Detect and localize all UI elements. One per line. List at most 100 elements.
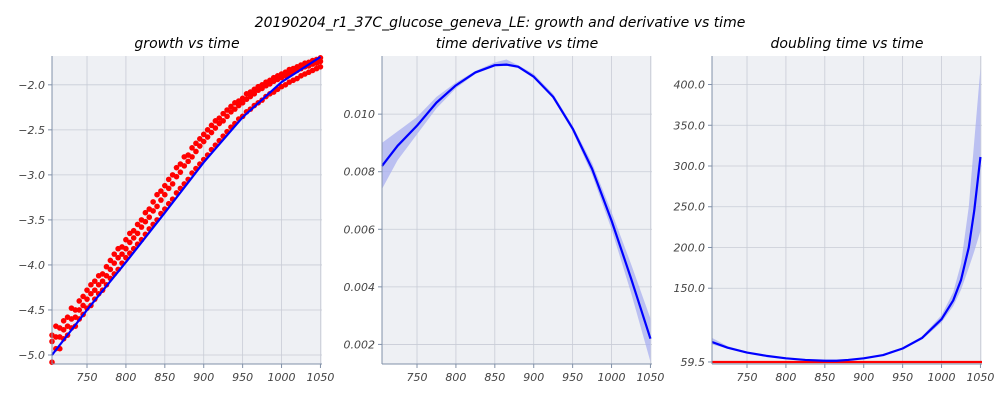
x-tick-label: 750 bbox=[737, 371, 758, 384]
data-point bbox=[146, 214, 153, 221]
plot-area bbox=[52, 56, 322, 364]
series-line bbox=[381, 63, 652, 340]
y-tick-label: −4.5 bbox=[18, 304, 45, 317]
data-point bbox=[185, 158, 191, 165]
x-tick-label: 800 bbox=[445, 371, 466, 384]
data-point bbox=[88, 281, 94, 288]
data-point bbox=[103, 272, 110, 279]
y-tick-label: 200.0 bbox=[674, 241, 706, 254]
data-point bbox=[91, 287, 98, 293]
data-point bbox=[150, 199, 156, 205]
y-tick-label: 350.0 bbox=[674, 119, 706, 132]
panel-title: doubling time vs time bbox=[771, 36, 924, 52]
data-point bbox=[80, 302, 86, 309]
data-point bbox=[317, 64, 324, 70]
data-point bbox=[216, 115, 223, 121]
panel-title: growth vs time bbox=[134, 36, 239, 52]
x-tick-label: 850 bbox=[154, 371, 175, 384]
data-point bbox=[111, 260, 118, 266]
y-tick-label: −3.0 bbox=[18, 169, 45, 182]
y-tick-label: 0.002 bbox=[344, 338, 376, 351]
data-point bbox=[267, 81, 273, 87]
data-point bbox=[247, 93, 254, 100]
data-point bbox=[127, 239, 133, 246]
series-line bbox=[711, 156, 982, 362]
data-point bbox=[150, 208, 156, 214]
y-tick-label: 0.004 bbox=[344, 281, 376, 294]
data-point bbox=[119, 251, 125, 257]
y-tick-label: −4.0 bbox=[18, 259, 45, 272]
data-point bbox=[154, 191, 160, 198]
data-point bbox=[76, 298, 83, 304]
data-point bbox=[134, 221, 141, 228]
data-point bbox=[294, 75, 300, 82]
data-point bbox=[123, 236, 129, 243]
panel-derivative: 750 800 850 900 950 1000 1050 0.002 0.004 0.006 0.… bbox=[344, 36, 665, 384]
data-point bbox=[197, 143, 203, 149]
data-point bbox=[80, 293, 86, 300]
x-tick-label: 750 bbox=[407, 371, 428, 384]
data-point bbox=[95, 281, 102, 288]
data-point bbox=[60, 317, 67, 324]
x-tick-label: 1050 bbox=[966, 371, 994, 384]
data-point bbox=[317, 58, 324, 65]
data-point bbox=[189, 145, 195, 151]
data-point bbox=[212, 118, 219, 124]
y-tick-label: −3.5 bbox=[18, 214, 45, 227]
x-tick-label: 900 bbox=[853, 371, 874, 384]
data-point bbox=[162, 191, 168, 198]
data-point bbox=[282, 82, 289, 88]
data-point bbox=[158, 197, 164, 203]
y-tick-label: 150.0 bbox=[674, 282, 706, 295]
y-tick-label: −2.0 bbox=[18, 79, 45, 92]
data-point bbox=[127, 230, 133, 237]
x-tick-label: 1050 bbox=[636, 371, 664, 384]
data-point bbox=[193, 140, 199, 147]
data-point bbox=[165, 185, 172, 192]
x-tick-label: 900 bbox=[523, 371, 544, 384]
data-point bbox=[99, 278, 106, 284]
x-tick-label: 950 bbox=[232, 371, 253, 384]
data-point bbox=[228, 109, 234, 115]
y-tick-label: 59.5 bbox=[681, 356, 706, 369]
data-point bbox=[239, 100, 246, 106]
data-point bbox=[212, 125, 219, 131]
data-point bbox=[76, 307, 83, 313]
data-point bbox=[111, 251, 118, 257]
data-point bbox=[208, 129, 215, 136]
data-point bbox=[165, 176, 172, 183]
data-point bbox=[193, 148, 199, 155]
y-tick-label: 0.008 bbox=[344, 166, 376, 179]
data-point bbox=[208, 122, 215, 129]
data-point bbox=[88, 290, 94, 297]
y-tick-label: 300.0 bbox=[674, 160, 706, 173]
data-point bbox=[228, 103, 234, 110]
data-point bbox=[53, 334, 59, 340]
x-tick-label: 1050 bbox=[306, 371, 334, 384]
x-tick-label: 950 bbox=[562, 371, 583, 384]
data-point bbox=[60, 326, 67, 333]
panel-title: time derivative vs time bbox=[436, 36, 598, 52]
x-tick-label: 850 bbox=[814, 371, 835, 384]
x-tick-label: 1000 bbox=[928, 371, 956, 384]
data-point bbox=[200, 138, 207, 145]
x-tick-label: 1000 bbox=[598, 371, 626, 384]
data-point bbox=[232, 106, 238, 112]
data-point bbox=[154, 203, 160, 210]
y-tick-label: −2.5 bbox=[18, 124, 45, 137]
data-point bbox=[204, 127, 211, 133]
x-tick-label: 750 bbox=[77, 371, 98, 384]
data-point bbox=[107, 257, 114, 264]
data-point bbox=[84, 296, 90, 302]
data-point bbox=[130, 227, 137, 234]
data-point bbox=[158, 188, 164, 194]
x-tick-label: 800 bbox=[775, 371, 796, 384]
data-point bbox=[243, 96, 250, 103]
data-point bbox=[197, 136, 203, 142]
data-point bbox=[115, 254, 121, 261]
data-point bbox=[204, 134, 211, 140]
data-point bbox=[220, 118, 226, 124]
data-point bbox=[103, 263, 110, 270]
data-point bbox=[91, 278, 98, 284]
